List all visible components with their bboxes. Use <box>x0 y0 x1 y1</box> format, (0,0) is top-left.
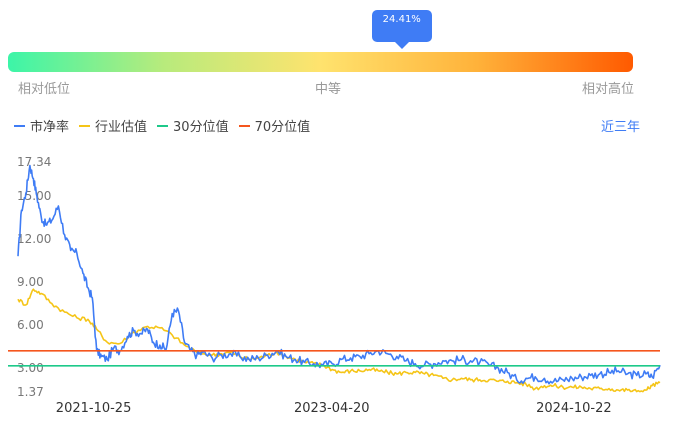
gauge-high-label: 相对高位 <box>582 82 635 97</box>
gauge-low-label: 相对低位 <box>18 82 71 97</box>
percentile-tooltip: 24.41% <box>371 10 432 49</box>
pb-series-line <box>17 164 661 385</box>
y-tick-label: 1.37 <box>17 385 44 399</box>
gauge-mid-label: 中等 <box>315 82 342 97</box>
x-tick-label: 2024-10-22 <box>536 401 612 416</box>
legend-item-industry[interactable]: 行业估值 <box>79 116 147 135</box>
industry-series-line <box>17 288 661 393</box>
chart-legend: 市净率 行业估值 30分位值 70分位值 <box>14 116 320 135</box>
period-selector[interactable]: 近三年 <box>600 120 640 135</box>
legend-label-industry: 行业估值 <box>95 120 148 135</box>
percentile-tooltip-label: 24.41% <box>382 14 421 25</box>
legend-label-p30: 30分位值 <box>173 120 229 135</box>
legend-item-pb[interactable]: 市净率 <box>14 116 69 135</box>
legend-swatch-p30 <box>157 124 169 127</box>
y-tick-label: 15.00 <box>17 189 51 203</box>
x-tick-label: 2023-04-20 <box>294 401 370 416</box>
y-tick-label: 3.00 <box>17 361 44 375</box>
legend-swatch-p70 <box>238 124 250 127</box>
y-tick-label: 12.00 <box>17 232 51 246</box>
legend-swatch-pb <box>14 124 25 127</box>
y-tick-label: 9.00 <box>17 275 44 289</box>
legend-item-p30[interactable]: 30分位值 <box>157 116 229 135</box>
y-tick-label: 17.34 <box>17 155 51 169</box>
legend-item-p70[interactable]: 70分位值 <box>238 116 311 135</box>
y-tick-label: 6.00 <box>17 318 44 332</box>
valuation-gauge-bar <box>8 52 633 72</box>
legend-label-pb: 市净率 <box>30 120 70 135</box>
x-tick-label: 2021-10-25 <box>56 401 132 416</box>
legend-swatch-industry <box>79 124 91 127</box>
legend-label-p70: 70分位值 <box>254 120 311 135</box>
